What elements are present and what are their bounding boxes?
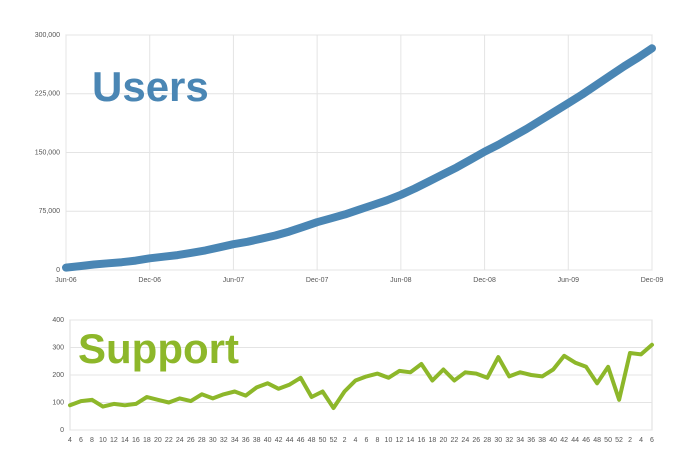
x-tick-label: 36 (242, 437, 250, 444)
x-tick-label: 40 (264, 437, 272, 444)
x-tick-label: 16 (417, 437, 425, 444)
x-tick-label: 8 (90, 437, 94, 444)
x-tick-label: 20 (439, 437, 447, 444)
x-tick-label: 4 (639, 437, 643, 444)
x-tick-label: 6 (365, 437, 369, 444)
x-tick-label: 46 (297, 437, 305, 444)
x-tick-label: 32 (220, 437, 228, 444)
y-tick-label: 150,000 (35, 149, 60, 156)
x-tick-label: 28 (483, 437, 491, 444)
x-tick-label: 32 (505, 437, 513, 444)
y-tick-label: 100 (52, 399, 64, 406)
x-tick-label: 14 (121, 437, 129, 444)
x-tick-label: 30 (209, 437, 217, 444)
x-tick-label: Jun-07 (223, 277, 245, 284)
x-tick-label: 42 (275, 437, 283, 444)
x-tick-label: 42 (560, 437, 568, 444)
y-tick-label: 300 (52, 344, 64, 351)
x-tick-label: 22 (165, 437, 173, 444)
y-tick-label: 225,000 (35, 91, 60, 98)
x-tick-label: 24 (461, 437, 469, 444)
chart-title: Support (78, 325, 239, 372)
x-tick-label: Jun-09 (558, 277, 580, 284)
data-line (62, 44, 656, 272)
x-tick-label: 20 (154, 437, 162, 444)
x-tick-label: 50 (604, 437, 612, 444)
x-tick-label: 48 (308, 437, 316, 444)
x-tick-label: 46 (582, 437, 590, 444)
x-tick-label: 2 (628, 437, 632, 444)
x-tick-label: 4 (68, 437, 72, 444)
x-tick-label: 6 (79, 437, 83, 444)
x-tick-label: 34 (516, 437, 524, 444)
x-tick-label: 44 (571, 437, 579, 444)
x-tick-label: 12 (396, 437, 404, 444)
x-tick-label: 10 (385, 437, 393, 444)
x-tick-label: 10 (99, 437, 107, 444)
x-tick-label: 52 (615, 437, 623, 444)
x-tick-label: 28 (198, 437, 206, 444)
x-tick-label: Dec-07 (306, 277, 329, 284)
x-tick-label: 30 (494, 437, 502, 444)
x-tick-label: 22 (450, 437, 458, 444)
x-tick-label: 24 (176, 437, 184, 444)
x-tick-label: 18 (428, 437, 436, 444)
x-tick-label: 44 (286, 437, 294, 444)
x-tick-label: 2 (343, 437, 347, 444)
data-line (68, 342, 654, 410)
x-tick-label: Dec-06 (138, 277, 161, 284)
x-tick-label: Jun-08 (390, 277, 412, 284)
x-tick-label: 16 (132, 437, 140, 444)
y-tick-label: 0 (60, 427, 64, 434)
x-tick-label: Dec-08 (473, 277, 496, 284)
y-tick-label: 75,000 (39, 208, 61, 215)
x-tick-label: 4 (354, 437, 358, 444)
y-tick-label: 300,000 (35, 32, 60, 39)
x-tick-label: 26 (187, 437, 195, 444)
x-tick-label: 8 (376, 437, 380, 444)
x-tick-label: Dec-09 (641, 277, 664, 284)
y-tick-label: 200 (52, 372, 64, 379)
x-tick-label: 36 (527, 437, 535, 444)
x-tick-label: 34 (231, 437, 239, 444)
y-tick-label: 0 (56, 267, 60, 274)
y-tick-label: 400 (52, 317, 64, 324)
chart-title: Users (92, 63, 209, 110)
x-tick-label: 38 (253, 437, 261, 444)
x-tick-label: 26 (472, 437, 480, 444)
x-tick-label: 18 (143, 437, 151, 444)
x-tick-label: 38 (538, 437, 546, 444)
x-tick-label: Jun-06 (55, 277, 77, 284)
x-tick-label: 52 (330, 437, 338, 444)
x-tick-label: 6 (650, 437, 654, 444)
x-tick-label: 48 (593, 437, 601, 444)
x-tick-label: 50 (319, 437, 327, 444)
x-tick-label: 40 (549, 437, 557, 444)
x-tick-label: 14 (407, 437, 415, 444)
x-tick-label: 12 (110, 437, 118, 444)
